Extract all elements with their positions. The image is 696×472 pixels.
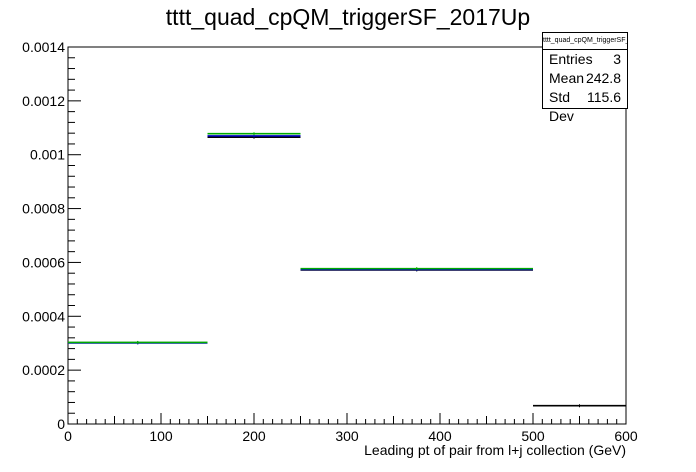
y-tick-label: 0.0002 [22, 362, 65, 378]
x-tick-label: 200 [242, 428, 266, 444]
x-tick-label: 100 [149, 428, 173, 444]
y-tick-label: 0.0008 [22, 201, 65, 217]
stats-label: Std Dev [549, 88, 587, 107]
stats-label: Entries [549, 50, 593, 69]
stats-row-mean: Mean 242.8 [543, 69, 627, 88]
histogram-bins [68, 132, 626, 407]
stats-box-title: tttt_quad_cpQM_triggerSF_2017Up [543, 33, 627, 50]
y-tick-label: 0.0006 [22, 254, 65, 270]
stats-box: tttt_quad_cpQM_triggerSF_2017Up Entries … [542, 32, 628, 109]
x-tick-label: 300 [335, 428, 359, 444]
stats-row-entries: Entries 3 [543, 50, 627, 69]
y-tick-label: 0.0012 [22, 93, 65, 109]
x-tick-label: 0 [64, 428, 72, 444]
x-axis-label: Leading pt of pair from l+j collection (… [364, 442, 626, 458]
stats-label: Mean [549, 69, 584, 88]
y-tick-label: 0 [57, 416, 65, 432]
stats-value: 115.6 [587, 88, 621, 107]
stats-value: 242.8 [586, 69, 621, 88]
y-tick-label: 0.001 [30, 147, 65, 163]
stats-value: 3 [613, 50, 621, 69]
stats-row-std-dev: Std Dev 115.6 [543, 88, 627, 107]
y-tick-label: 0.0014 [22, 39, 65, 55]
x-axis: 0 100 200 300 400 500 600 [64, 413, 638, 444]
y-axis: 0 0.0002 0.0004 0.0006 0.0008 0.001 0.0012 0.00… [22, 39, 81, 432]
y-tick-label: 0.0004 [22, 308, 65, 324]
